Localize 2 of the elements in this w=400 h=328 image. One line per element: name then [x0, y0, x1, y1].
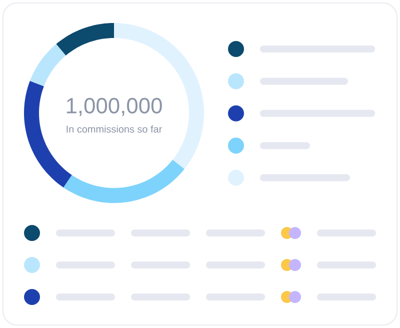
text: 1,000,000 — [66, 98, 162, 116]
text: In commissions so far — [66, 125, 162, 133]
